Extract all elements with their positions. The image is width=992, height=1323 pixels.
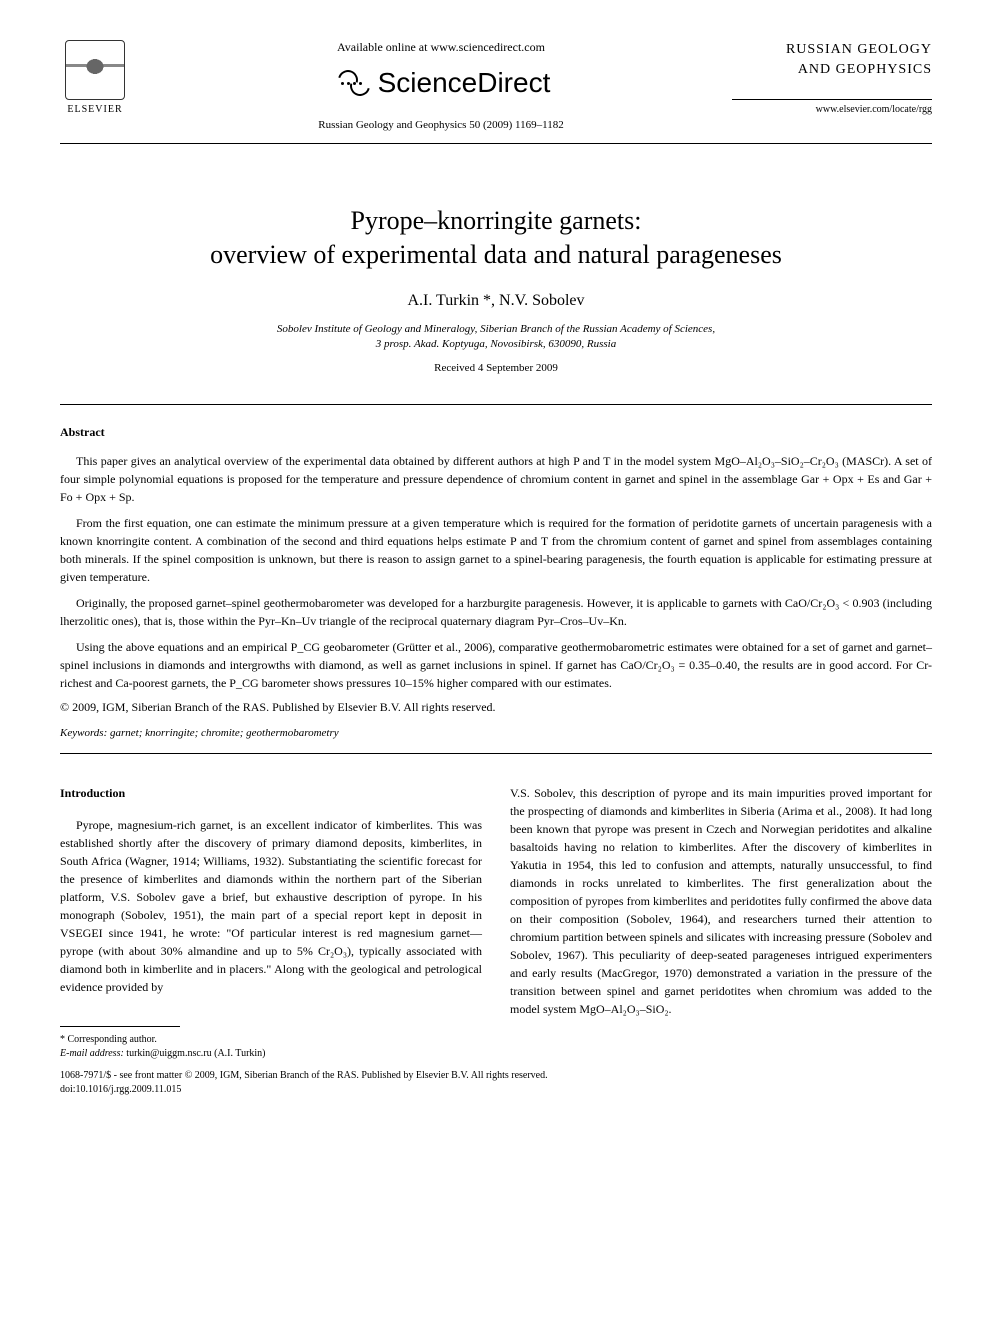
- sciencedirect-icon: [332, 68, 372, 98]
- abstract-p3: Originally, the proposed garnet–spinel g…: [60, 594, 932, 630]
- publisher-logo-area: ELSEVIER: [60, 40, 150, 120]
- publisher-name: ELSEVIER: [67, 104, 122, 115]
- title-section: Pyrope–knorringite garnets: overview of …: [60, 204, 932, 374]
- sciencedirect-logo: ScienceDirect: [332, 67, 551, 99]
- divider-top: [60, 404, 932, 405]
- email-address: turkin@uiggm.nsc.ru (A.I. Turkin): [124, 1048, 266, 1059]
- journal-url: www.elsevier.com/locate/rgg: [732, 99, 932, 115]
- abstract-heading: Abstract: [60, 425, 932, 440]
- abstract-section: Abstract This paper gives an analytical …: [60, 425, 932, 715]
- header-right: RUSSIAN GEOLOGY AND GEOPHYSICS www.elsev…: [732, 40, 932, 115]
- footnote-separator: [60, 1026, 180, 1027]
- affiliation-line1: Sobolev Institute of Geology and Mineral…: [60, 322, 932, 337]
- journal-name: RUSSIAN GEOLOGY AND GEOPHYSICS: [732, 40, 932, 79]
- footer-line2: doi:10.1016/j.rgg.2009.11.015: [60, 1083, 932, 1097]
- intro-col1-text: Pyrope, magnesium-rich garnet, is an exc…: [60, 816, 482, 996]
- keywords-line: Keywords: garnet; knorringite; chromite;…: [60, 727, 932, 739]
- footnote-email: E-mail address: turkin@uiggm.nsc.ru (A.I…: [60, 1047, 482, 1061]
- affiliation: Sobolev Institute of Geology and Mineral…: [60, 322, 932, 353]
- article-title: Pyrope–knorringite garnets: overview of …: [60, 204, 932, 272]
- email-label: E-mail address:: [60, 1048, 124, 1059]
- footnote-corresponding: * Corresponding author.: [60, 1033, 482, 1047]
- abstract-p4: Using the above equations and an empiric…: [60, 638, 932, 692]
- introduction-heading: Introduction: [60, 784, 482, 802]
- footer-line1: 1068-7971/$ - see front matter © 2009, I…: [60, 1069, 932, 1083]
- divider-bottom: [60, 753, 932, 754]
- header-center: Available online at www.sciencedirect.co…: [150, 40, 732, 131]
- column-left: Introduction Pyrope, magnesium-rich garn…: [60, 784, 482, 1061]
- received-date: Received 4 September 2009: [60, 362, 932, 374]
- elsevier-logo: ELSEVIER: [60, 40, 130, 120]
- keywords-label: Keywords:: [60, 727, 107, 739]
- column-right: V.S. Sobolev, this description of pyrope…: [510, 784, 932, 1061]
- journal-reference: Russian Geology and Geophysics 50 (2009)…: [170, 119, 712, 131]
- footer: 1068-7971/$ - see front matter © 2009, I…: [60, 1069, 932, 1097]
- keywords-text: garnet; knorringite; chromite; geothermo…: [107, 727, 338, 739]
- affiliation-line2: 3 prosp. Akad. Koptyuga, Novosibirsk, 63…: [60, 337, 932, 352]
- title-line1: Pyrope–knorringite garnets:: [60, 204, 932, 238]
- elsevier-tree-icon: [65, 40, 125, 100]
- intro-col2-text: V.S. Sobolev, this description of pyrope…: [510, 784, 932, 1018]
- journal-name-line1: RUSSIAN GEOLOGY: [732, 40, 932, 60]
- journal-name-line2: AND GEOPHYSICS: [732, 60, 932, 80]
- sciencedirect-text: ScienceDirect: [378, 67, 551, 99]
- authors: A.I. Turkin *, N.V. Sobolev: [60, 292, 932, 310]
- page-header: ELSEVIER Available online at www.science…: [60, 40, 932, 144]
- abstract-p2: From the first equation, one can estimat…: [60, 514, 932, 586]
- title-line2: overview of experimental data and natura…: [60, 238, 932, 272]
- abstract-copyright: © 2009, IGM, Siberian Branch of the RAS.…: [60, 700, 932, 715]
- abstract-p1: This paper gives an analytical overview …: [60, 452, 932, 506]
- body-columns: Introduction Pyrope, magnesium-rich garn…: [60, 784, 932, 1061]
- available-online-text: Available online at www.sciencedirect.co…: [170, 40, 712, 55]
